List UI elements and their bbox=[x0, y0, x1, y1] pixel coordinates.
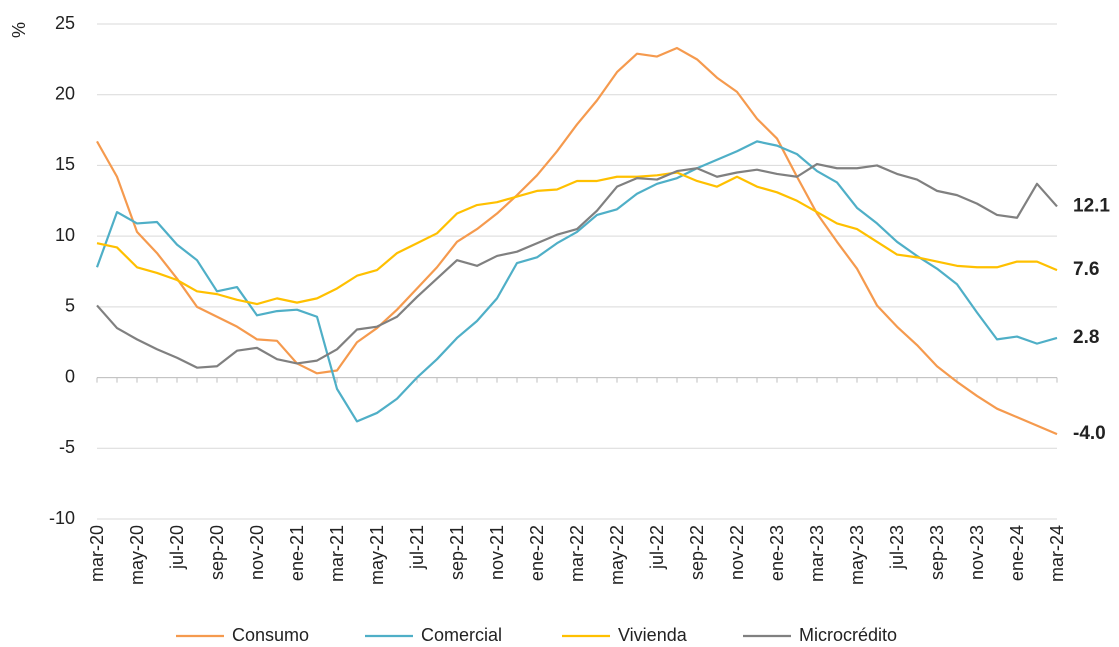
y-tick-label: 25 bbox=[55, 13, 75, 33]
x-tick-label: jul-22 bbox=[647, 525, 667, 570]
x-tick-label: sep-22 bbox=[687, 525, 707, 580]
x-tick-label: mar-20 bbox=[87, 525, 107, 582]
legend-label: Comercial bbox=[421, 625, 502, 645]
end-label: 12.1 bbox=[1073, 195, 1110, 216]
x-tick-label: may-21 bbox=[367, 525, 387, 585]
x-tick-label: may-22 bbox=[607, 525, 627, 585]
y-tick-label: 0 bbox=[65, 366, 75, 386]
x-tick-label: nov-20 bbox=[247, 525, 267, 580]
legend-label: Microcrédito bbox=[799, 625, 897, 645]
x-tick-label: mar-21 bbox=[327, 525, 347, 582]
x-tick-label: ene-22 bbox=[527, 525, 547, 581]
x-tick-label: jul-21 bbox=[407, 525, 427, 570]
x-tick-label: ene-24 bbox=[1007, 525, 1027, 581]
x-tick-label: sep-20 bbox=[207, 525, 227, 580]
x-tick-label: nov-23 bbox=[967, 525, 987, 580]
series-line bbox=[96, 162, 1058, 369]
x-tick-label: sep-23 bbox=[927, 525, 947, 580]
x-tick-label: may-20 bbox=[127, 525, 147, 585]
y-axis-label: % bbox=[9, 22, 29, 38]
end-label: 7.6 bbox=[1073, 259, 1099, 280]
x-tick-label: sep-21 bbox=[447, 525, 467, 580]
end-label: 2.8 bbox=[1073, 327, 1099, 348]
series-line bbox=[96, 171, 1058, 306]
x-tick-label: nov-22 bbox=[727, 525, 747, 580]
x-tick-label: may-23 bbox=[847, 525, 867, 585]
y-tick-label: 15 bbox=[55, 154, 75, 174]
legend-label: Vivienda bbox=[618, 625, 688, 645]
x-tick-label: nov-21 bbox=[487, 525, 507, 580]
x-tick-label: mar-24 bbox=[1047, 525, 1067, 582]
x-tick-label: mar-23 bbox=[807, 525, 827, 582]
end-label: -4.0 bbox=[1073, 423, 1106, 444]
y-tick-label: -5 bbox=[59, 437, 75, 457]
y-tick-label: -10 bbox=[49, 508, 75, 528]
y-tick-label: 10 bbox=[55, 225, 75, 245]
x-tick-label: mar-22 bbox=[567, 525, 587, 582]
series-line bbox=[96, 46, 1058, 436]
legend-label: Consumo bbox=[232, 625, 309, 645]
series-line bbox=[95, 140, 1058, 423]
x-tick-label: jul-23 bbox=[887, 525, 907, 570]
x-tick-label: ene-21 bbox=[287, 525, 307, 581]
y-tick-label: 20 bbox=[55, 83, 75, 103]
y-tick-label: 5 bbox=[65, 296, 75, 316]
x-tick-label: jul-20 bbox=[167, 525, 187, 570]
x-tick-label: ene-23 bbox=[767, 525, 787, 581]
